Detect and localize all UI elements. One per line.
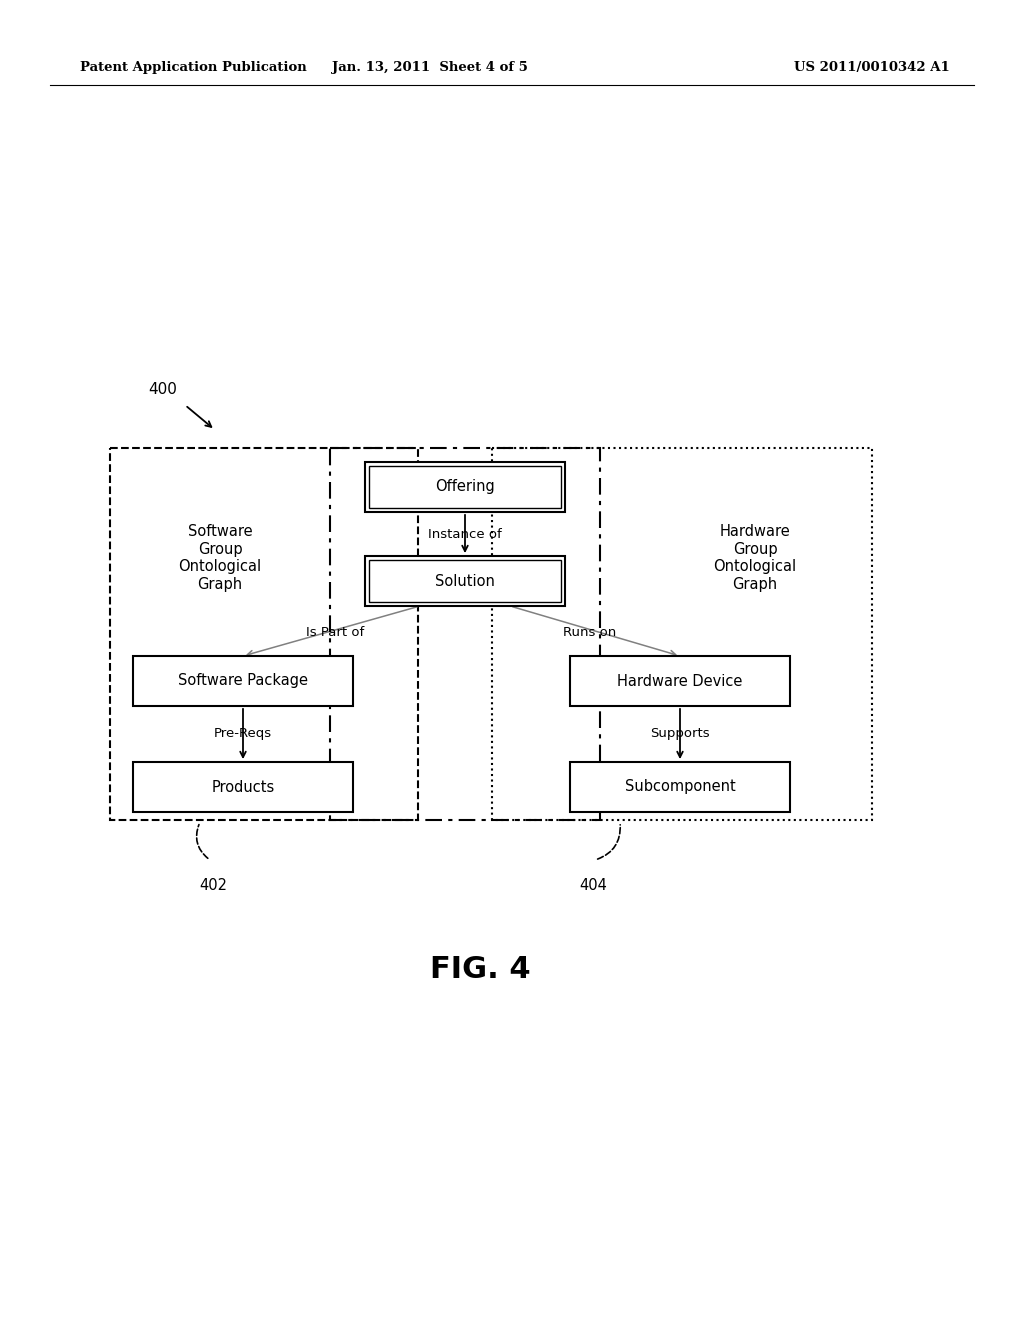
Bar	[369, 560, 561, 602]
Text: US 2011/0010342 A1: US 2011/0010342 A1	[795, 62, 950, 74]
Text: Pre-Reqs: Pre-Reqs	[214, 726, 272, 739]
Text: Products: Products	[211, 780, 274, 795]
Text: 404: 404	[579, 878, 607, 894]
Text: Offering: Offering	[435, 479, 495, 495]
Bar	[365, 556, 565, 606]
Bar	[570, 656, 790, 706]
Bar	[570, 762, 790, 812]
Bar	[369, 466, 561, 508]
Text: Supports: Supports	[650, 726, 710, 739]
Text: 400: 400	[148, 383, 177, 397]
Text: Runs on: Runs on	[563, 626, 616, 639]
Text: Jan. 13, 2011  Sheet 4 of 5: Jan. 13, 2011 Sheet 4 of 5	[332, 62, 528, 74]
Text: Software Package: Software Package	[178, 673, 308, 689]
Text: Software
Group
Ontological
Graph: Software Group Ontological Graph	[178, 524, 261, 591]
Bar	[365, 462, 565, 512]
Text: FIG. 4: FIG. 4	[430, 956, 530, 985]
Bar	[133, 656, 353, 706]
Text: Subcomponent: Subcomponent	[625, 780, 735, 795]
Text: Hardware Device: Hardware Device	[617, 673, 742, 689]
Text: Is Part of: Is Part of	[306, 626, 365, 639]
Text: Patent Application Publication: Patent Application Publication	[80, 62, 307, 74]
Bar	[133, 762, 353, 812]
Text: 402: 402	[199, 878, 227, 894]
Text: Solution: Solution	[435, 573, 495, 589]
Text: Instance of: Instance of	[428, 528, 502, 541]
Text: Hardware
Group
Ontological
Graph: Hardware Group Ontological Graph	[714, 524, 797, 591]
